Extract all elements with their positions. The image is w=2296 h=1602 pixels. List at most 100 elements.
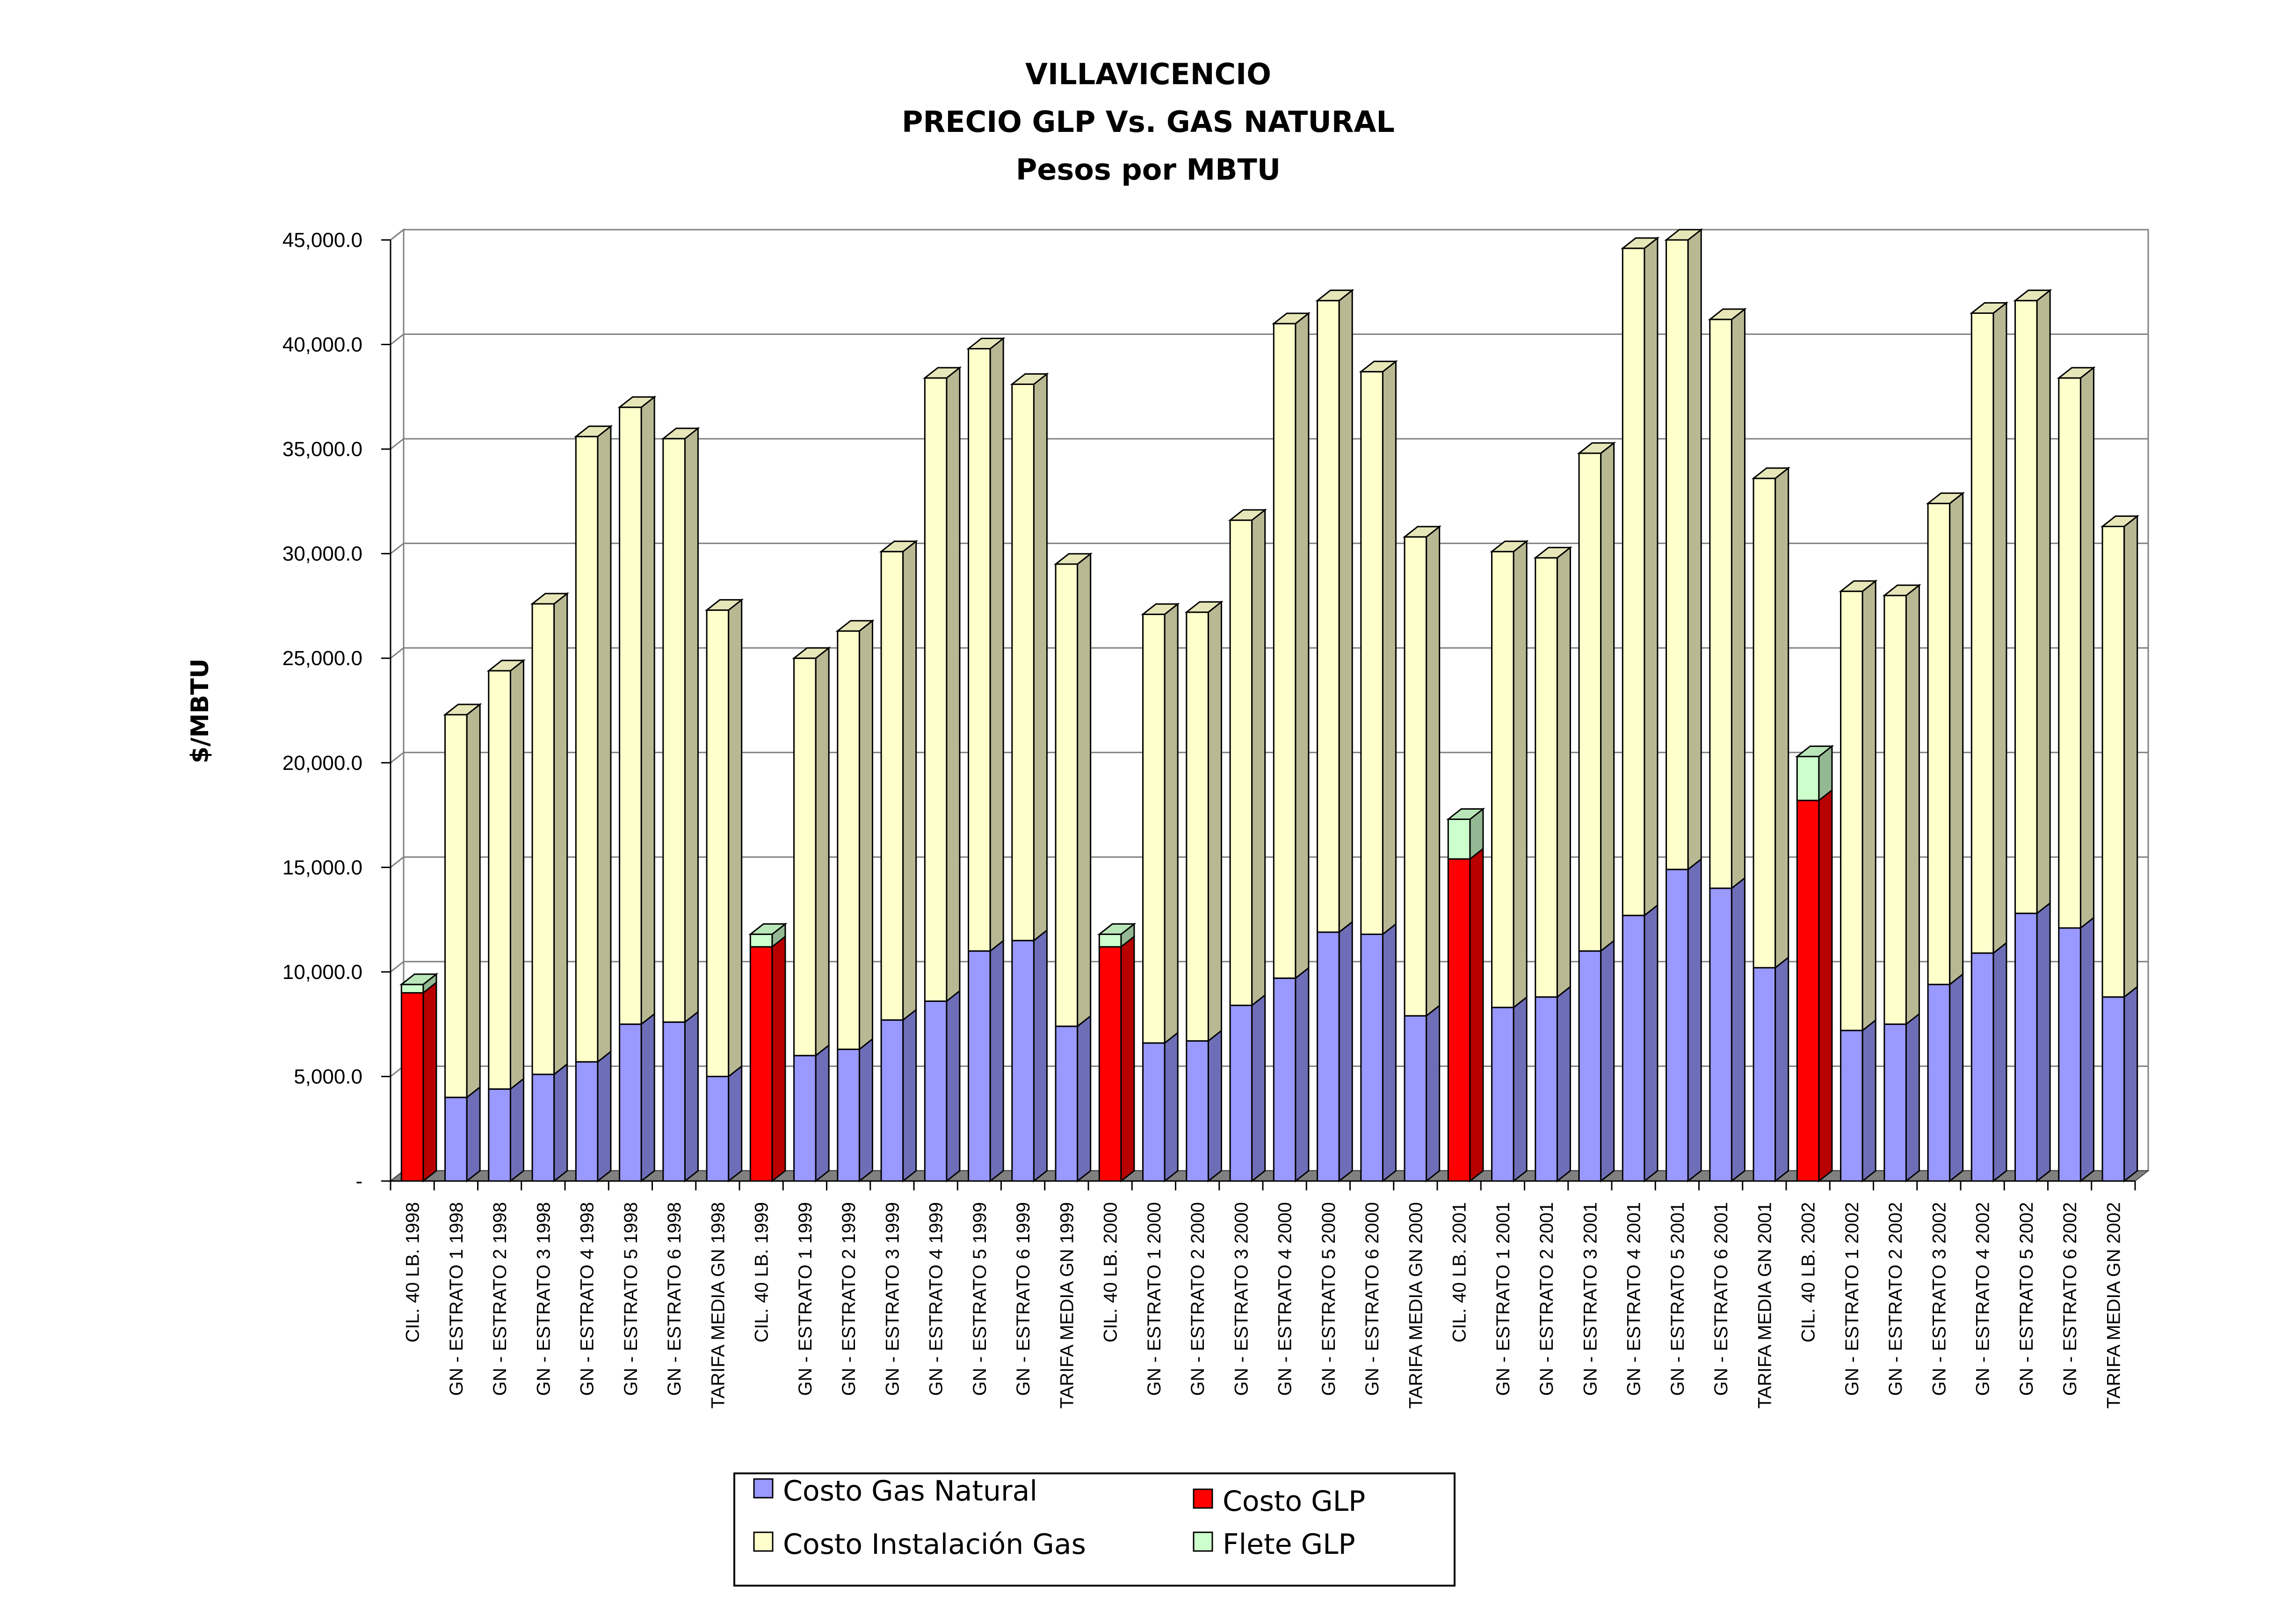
bar-side-costo-gas-natural: [684, 1010, 699, 1183]
gridline-side: [390, 647, 404, 659]
bar-side-costo-gas-natural: [1513, 995, 1528, 1183]
bar-side-costo-instalacion-gas: [2036, 289, 2051, 915]
x-tick-label: GN - ESTRATO 6 2000: [1362, 1202, 1383, 1396]
bar-costo-instalacion-gas: [1840, 590, 1863, 1031]
bar-side-costo-gas-natural: [1861, 1018, 1876, 1183]
bar-stack: [617, 395, 657, 1183]
gridline-side: [390, 752, 404, 763]
bar-side-costo-instalacion-gas: [1775, 466, 1789, 970]
x-tick-label: GN - ESTRATO 4 1998: [577, 1202, 598, 1396]
bar-costo-gas-natural: [1970, 952, 1994, 1182]
x-tick-label: CIL. 40 LB. 2002: [1798, 1202, 1819, 1342]
bar-side-costo-instalacion-gas: [1207, 600, 1222, 1043]
legend-label: Costo Instalación Gas: [783, 1528, 1086, 1561]
y-tick-label: 20,000.0: [282, 752, 362, 775]
bar-costo-instalacion-gas: [1491, 551, 1514, 1008]
bar-costo-instalacion-gas: [880, 551, 904, 1021]
x-tick-label: GN - ESTRATO 4 2001: [1624, 1202, 1644, 1396]
bar-top-costo-instalacion-gas: [1141, 603, 1180, 615]
bar-side-costo-instalacion-gas: [1644, 236, 1659, 917]
bar-side-costo-instalacion-gas: [989, 337, 1004, 953]
bar-stack: [1664, 228, 1703, 1183]
bar-flete-glp: [1447, 818, 1471, 860]
bar-top-costo-instalacion-gas: [486, 660, 526, 672]
bar-stack: [1271, 312, 1311, 1183]
bar-costo-instalacion-gas: [444, 714, 468, 1098]
bar-side-costo-instalacion-gas: [858, 619, 873, 1051]
bar-costo-instalacion-gas: [1578, 452, 1602, 952]
bar-stack: [1010, 372, 1049, 1183]
bar-costo-gas-natural: [1491, 1007, 1514, 1182]
bar-costo-gas-natural: [2058, 927, 2081, 1182]
bar-side-costo-instalacion-gas: [1164, 602, 1179, 1044]
bar-side-costo-instalacion-gas: [1251, 508, 1266, 1007]
bar-stack: [1228, 508, 1268, 1183]
bar-side-costo-gas-natural: [1600, 939, 1615, 1183]
bar-stack: [792, 646, 831, 1183]
x-tick-label: GN - ESTRATO 2 1998: [490, 1202, 510, 1396]
bar-side-costo-gas-natural: [1644, 904, 1659, 1183]
x-tick-label: GN - ESTRATO 5 1999: [970, 1202, 990, 1396]
bar-top-costo-instalacion-gas: [1359, 361, 1398, 373]
bar-costo-gas-natural: [1273, 977, 1296, 1182]
bar-top-costo-instalacion-gas: [1751, 467, 1791, 479]
y-tick-label: 40,000.0: [282, 333, 362, 356]
x-tick-label: CIL. 40 LB. 1999: [752, 1202, 772, 1342]
x-tick-label: GN - ESTRATO 6 2002: [2060, 1202, 2080, 1396]
bar-side-costo-instalacion-gas: [1905, 584, 1920, 1026]
y-axis-label: $/MBTU: [186, 659, 214, 763]
bar-side-costo-instalacion-gas: [1033, 372, 1048, 942]
bar-costo-instalacion-gas: [2101, 526, 2125, 998]
bar-stack: [1359, 360, 1398, 1183]
bar-side-costo-instalacion-gas: [1295, 312, 1310, 980]
bar-side-costo-gas-natural: [597, 1050, 612, 1183]
bar-costo-instalacion-gas: [1666, 239, 1689, 870]
bar-costo-gas-natural: [1011, 940, 1035, 1182]
bar-costo-gas-natural: [2014, 913, 2038, 1182]
bar-side-costo-gas-natural: [1992, 941, 2007, 1183]
bar-side-costo-gas-natural: [989, 939, 1004, 1183]
gridline-side: [390, 438, 404, 450]
x-axis: CIL. 40 LB. 1998 GN - ESTRATO 1 1998 GN - …: [390, 1180, 2136, 1409]
bar-side-costo-gas-natural: [509, 1077, 524, 1183]
bar-costo-glp: [1447, 858, 1471, 1182]
x-tick-label: GN - ESTRATO 3 1998: [533, 1202, 554, 1396]
bar-costo-instalacion-gas: [793, 657, 817, 1057]
bar-side-costo-instalacion-gas: [2079, 366, 2094, 930]
x-tick-label: GN - ESTRATO 6 2001: [1711, 1202, 1731, 1396]
bar-costo-instalacion-gas: [1535, 557, 1558, 998]
bar-costo-instalacion-gas: [1970, 312, 1994, 954]
bar-costo-instalacion-gas: [1360, 371, 1383, 935]
bar-costo-instalacion-gas: [2058, 377, 2081, 929]
bar-side-costo-gas-natural: [1556, 985, 1571, 1183]
chart-title-line-1: VILLAVICENCIO: [1025, 57, 1271, 91]
gridline-side: [390, 333, 404, 345]
bar-top-costo-instalacion-gas: [2013, 290, 2052, 302]
bar-costo-gas-natural: [619, 1023, 642, 1182]
bar-top-flete-glp: [1795, 745, 1834, 757]
bar-side-costo-gas-natural: [466, 1086, 481, 1183]
bar-costo-gas-natural: [1317, 931, 1340, 1182]
bar-stack: [2057, 366, 2096, 1183]
bar-stack: [1882, 584, 1921, 1183]
legend-item: Costo GLP: [1193, 1485, 1365, 1518]
bar-side-costo-gas-natural: [858, 1037, 873, 1183]
bar-costo-gas-natural: [1622, 914, 1645, 1182]
bar-side-costo-gas-natural: [1687, 857, 1702, 1183]
bar-side-costo-instalacion-gas: [640, 395, 655, 1026]
bar-top-costo-instalacion-gas: [2057, 367, 2096, 379]
bar-costo-instalacion-gas: [968, 348, 991, 952]
x-tick-label: GN - ESTRATO 1 2001: [1493, 1202, 1514, 1396]
x-tick-label: GN - ESTRATO 5 2000: [1318, 1202, 1339, 1396]
bar-stack: [1969, 301, 2009, 1183]
x-tick-label: GN - ESTRATO 2 2002: [1885, 1202, 1906, 1396]
bar-costo-glp: [1796, 799, 1820, 1182]
bar-costo-gas-natural: [444, 1096, 468, 1182]
bar-top-costo-instalacion-gas: [2100, 515, 2140, 528]
bar-top-costo-instalacion-gas: [1184, 601, 1224, 613]
bar-stack: [1839, 580, 1878, 1183]
bar-side-costo-instalacion-gas: [2123, 515, 2138, 999]
bar-top-costo-instalacion-gas: [1271, 312, 1311, 325]
bar-stack: [661, 427, 700, 1183]
